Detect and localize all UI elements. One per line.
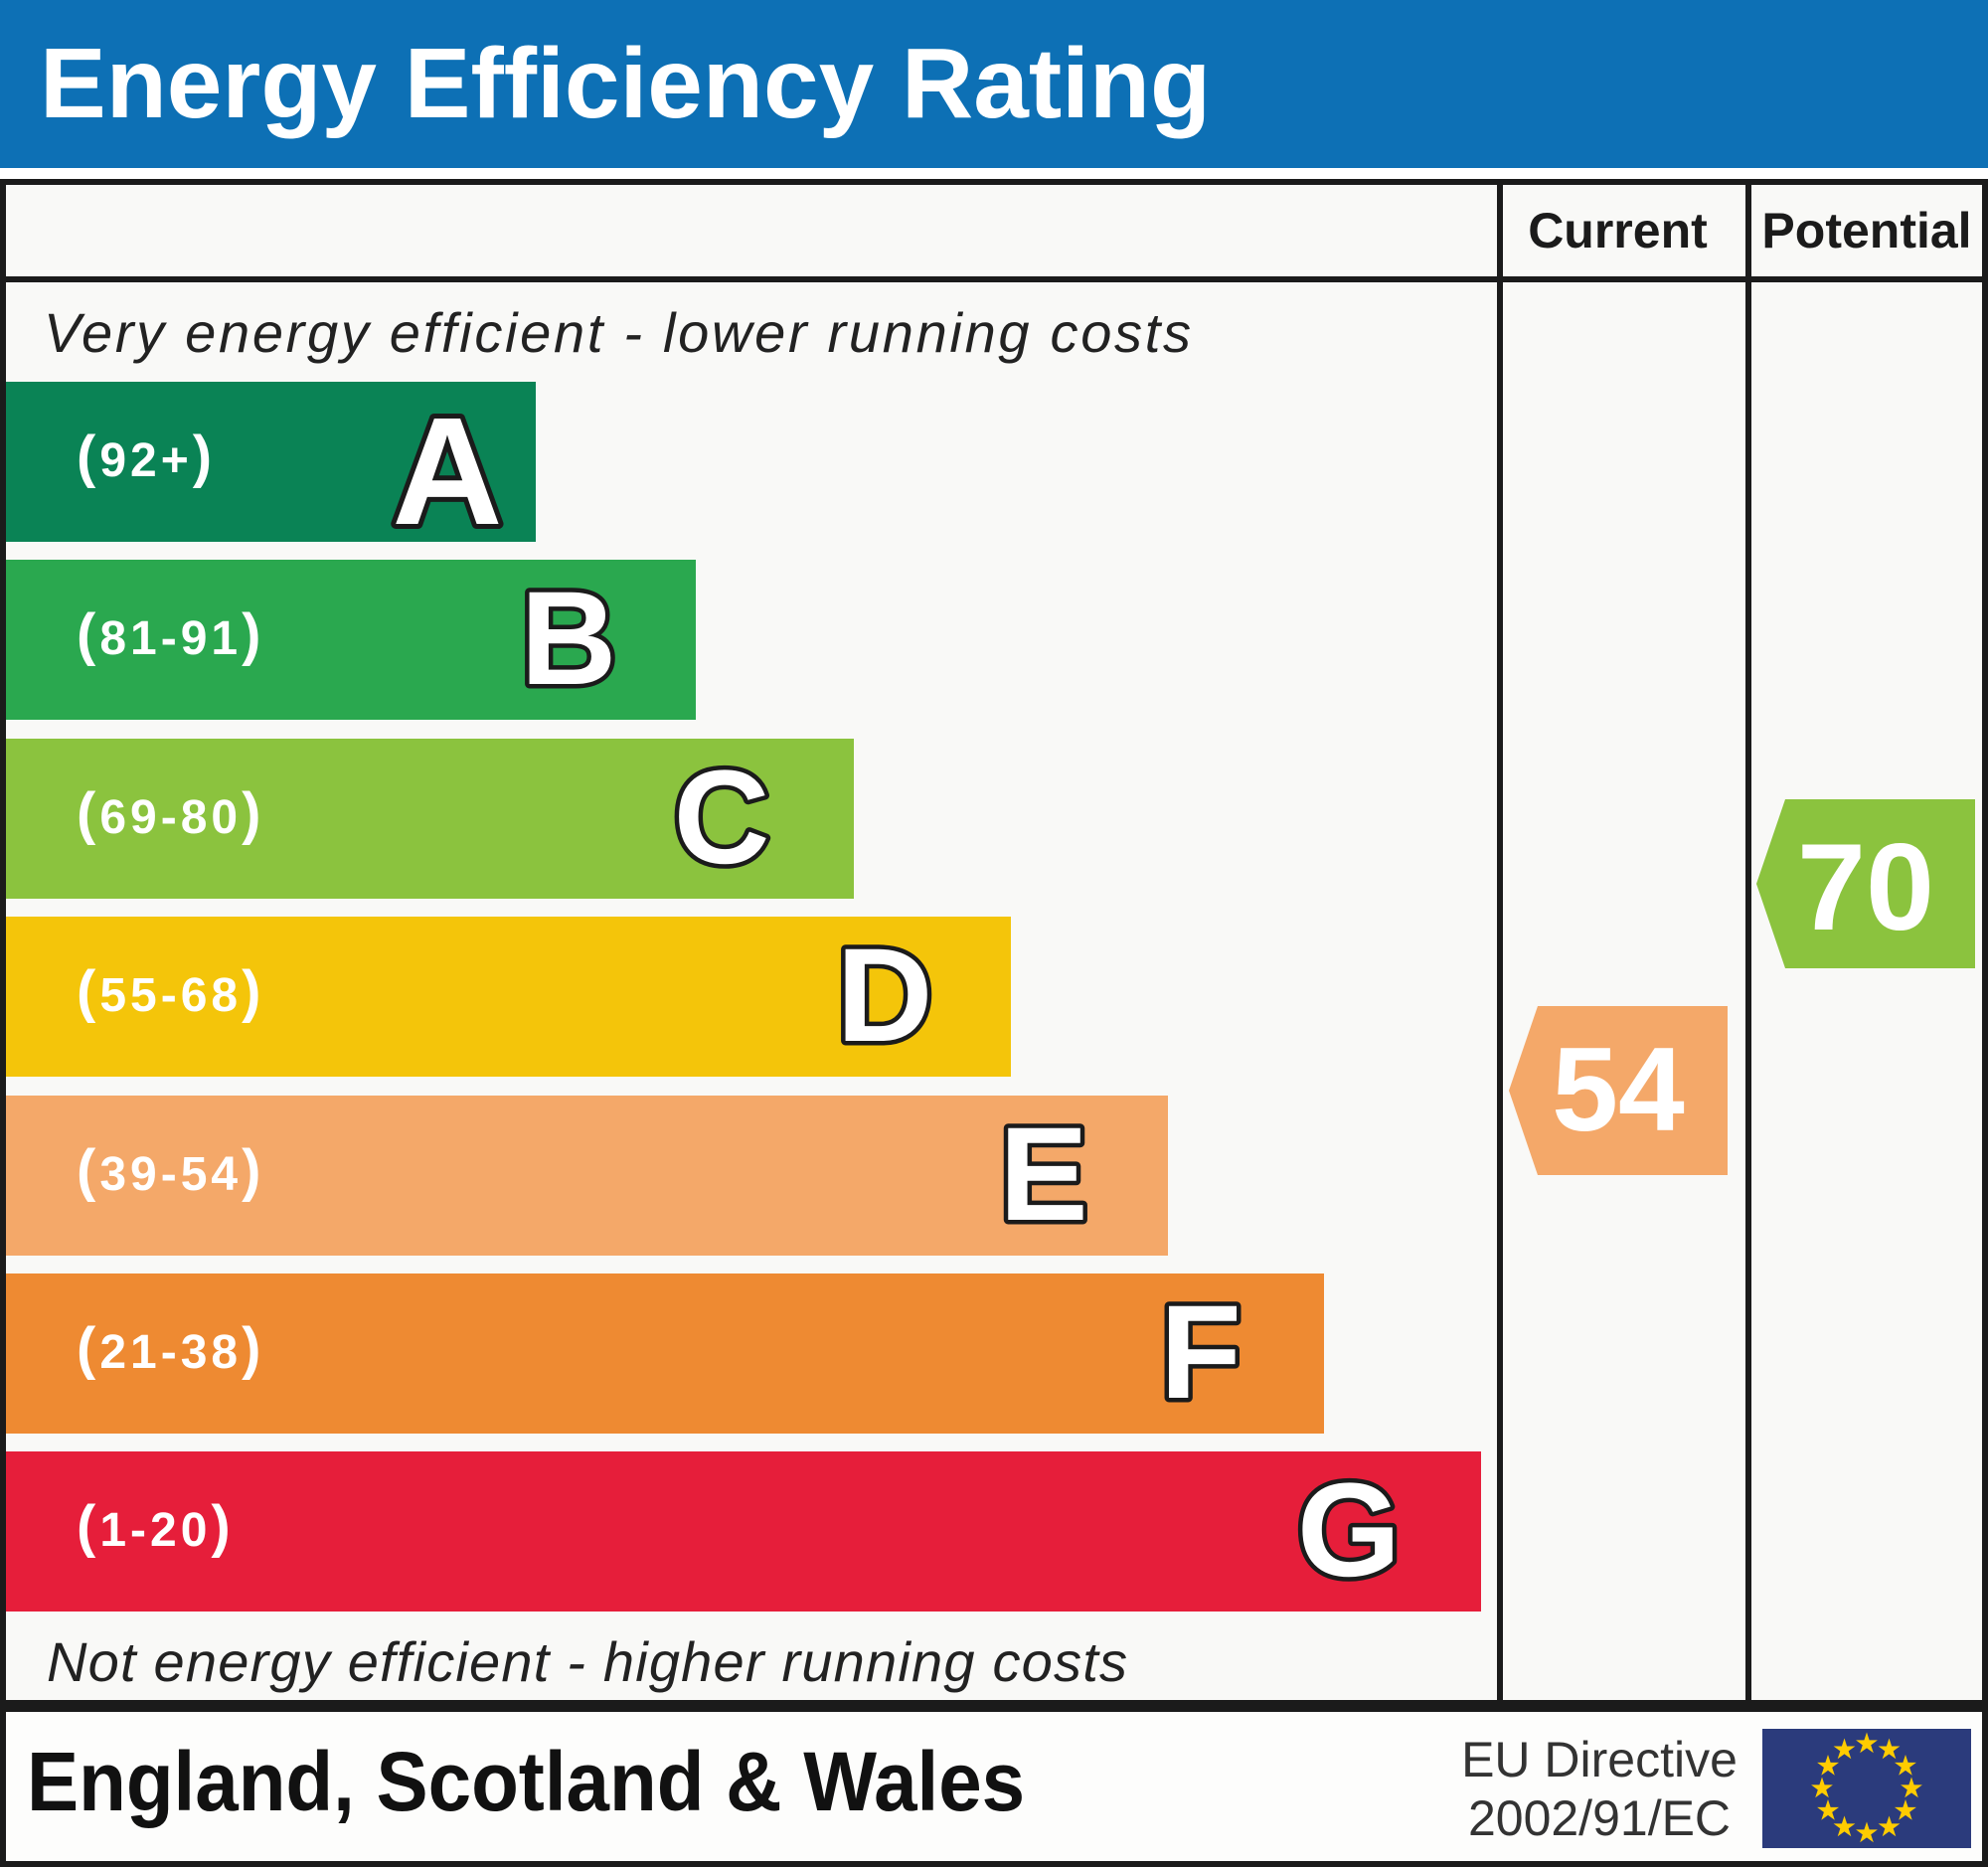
- svg-text:E: E: [999, 1101, 1087, 1249]
- svg-text:B: B: [521, 565, 617, 713]
- svg-text:A: A: [392, 386, 502, 541]
- svg-text:G: G: [1297, 1456, 1401, 1605]
- svg-text:D: D: [837, 922, 933, 1070]
- svg-text:C: C: [674, 744, 770, 892]
- svg-text:F: F: [1160, 1278, 1242, 1427]
- svg-text:54: 54: [1552, 1023, 1685, 1156]
- svg-text:70: 70: [1797, 819, 1934, 956]
